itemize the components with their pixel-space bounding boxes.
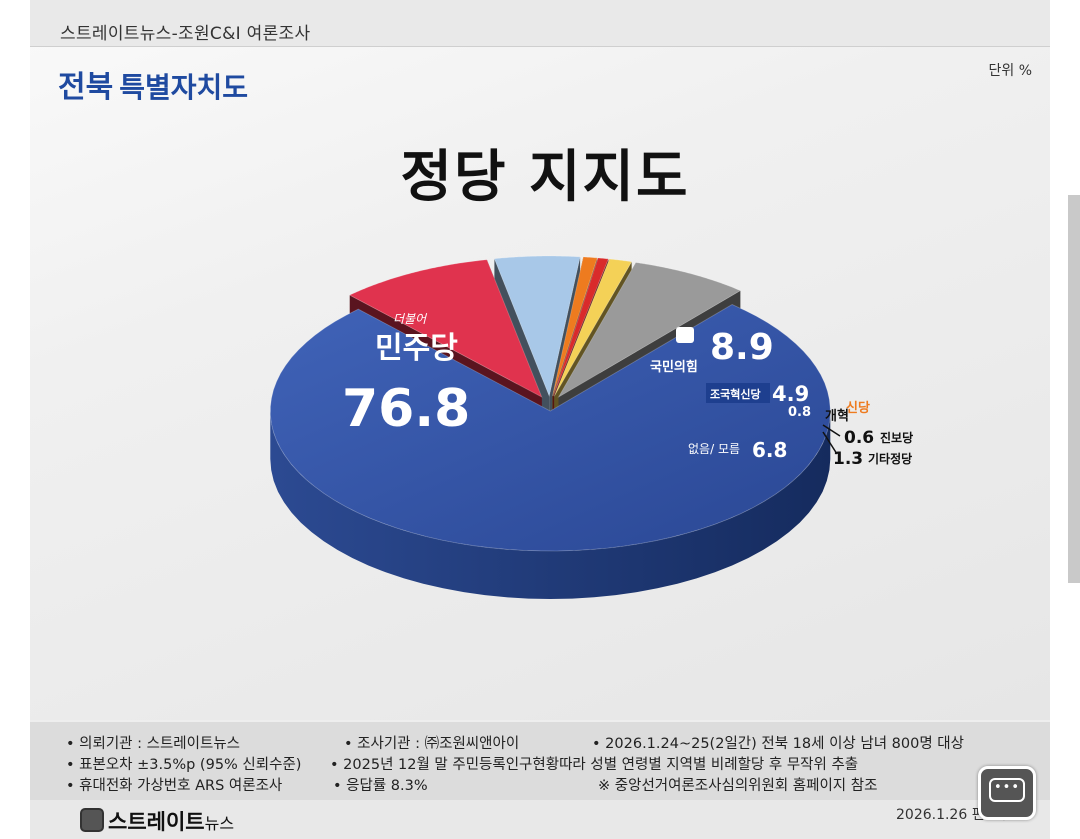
brand-logo: 스트레이트뉴스 xyxy=(80,806,234,836)
pie-slice-1 xyxy=(270,304,831,599)
slice-label-4b: 신당 xyxy=(846,400,870,416)
note-reference: ※ 중앙선거여론조사심의위원회 홈페이지 참조 xyxy=(598,778,878,794)
pie-slice-top xyxy=(270,304,831,552)
slice-value-4: 0.8 xyxy=(788,405,811,420)
survey-source: 스트레이트뉴스-조원C&I 여론조사 xyxy=(60,24,311,44)
slice-label-6: 기타정당 xyxy=(868,451,912,466)
chat-dots-icon: ••• xyxy=(994,780,1021,795)
slice-value-7: 6.8 xyxy=(752,438,787,462)
chart-title: 정당 지지도 xyxy=(400,145,690,210)
slice-sublabel-1: 더불어 xyxy=(393,312,428,326)
pie-slice-top xyxy=(348,259,543,398)
unit-label: 단위 % xyxy=(988,63,1032,79)
note-client: • 의뢰기관 : 스트레이트뉴스 xyxy=(66,736,241,752)
pie-slice-top xyxy=(552,256,598,397)
party-badge xyxy=(706,383,770,403)
pie-slice-top xyxy=(557,262,742,399)
slice-value-6: 1.3 xyxy=(833,449,863,469)
note-agency: • 조사기관 : ㈜조원씨앤아이 xyxy=(344,736,520,752)
region-title: 전북 특별자치도 xyxy=(58,62,248,106)
party-logo-icon xyxy=(676,327,694,343)
slice-value-1: 76.8 xyxy=(342,379,470,439)
slice-label-7: 없음/ 모름 xyxy=(688,442,740,456)
slice-label-4a: 개혁 xyxy=(825,408,849,424)
leader-line xyxy=(822,431,838,455)
note-period: • 2026.1.24~25(2일간) 전북 18세 이상 남녀 800명 대상 xyxy=(592,736,964,752)
brand-name: 스트레이트 xyxy=(108,810,205,834)
pie-slice-wall xyxy=(270,411,831,599)
slice-label-3: 조국혁신당 xyxy=(710,387,761,401)
pie-slice-top xyxy=(553,258,633,397)
slice-label-1: 민주당 xyxy=(375,331,458,366)
brand-icon xyxy=(80,808,104,832)
slice-value-3: 4.9 xyxy=(772,382,809,406)
slice-value-5: 0.6 xyxy=(844,428,874,448)
source-bar: 스트레이트뉴스-조원C&I 여론조사 xyxy=(30,0,1050,47)
region-suffix: 특별자치도 xyxy=(119,71,249,104)
brand-name-small: 뉴스 xyxy=(204,814,235,833)
pie-slice-top xyxy=(493,255,581,398)
note-error: • 표본오차 ±3.5%p (95% 신뢰수준) xyxy=(66,757,302,773)
slice-label-2: 국민의힘 xyxy=(650,359,698,375)
leader-line xyxy=(822,424,841,437)
note-method: • 휴대전화 가상번호 ARS 여론조사 xyxy=(66,778,283,794)
slice-value-2: 8.9 xyxy=(710,327,774,368)
slice-label-5: 진보당 xyxy=(880,430,913,445)
survey-notes: • 의뢰기관 : 스트레이트뉴스 • 조사기관 : ㈜조원씨앤아이 • 2026… xyxy=(30,722,1050,800)
note-sampling: • 2025년 12월 말 주민등록인구현황따라 성별 연령별 지역별 비례할당… xyxy=(330,757,859,773)
region-name: 전북 xyxy=(58,70,114,105)
chat-button[interactable]: ••• xyxy=(978,766,1036,820)
chat-bubble-icon xyxy=(989,778,1025,802)
page-edge-shadow xyxy=(1068,195,1080,583)
report-card: 스트레이트뉴스-조원C&I 여론조사 전북 특별자치도 단위 % 정당 지지도 더… xyxy=(30,0,1050,839)
note-response: • 응답률 8.3% xyxy=(333,778,428,794)
footer: 스트레이트뉴스 2026.1.26 편집부 xyxy=(30,800,1050,839)
pie-slice-top xyxy=(552,257,609,397)
